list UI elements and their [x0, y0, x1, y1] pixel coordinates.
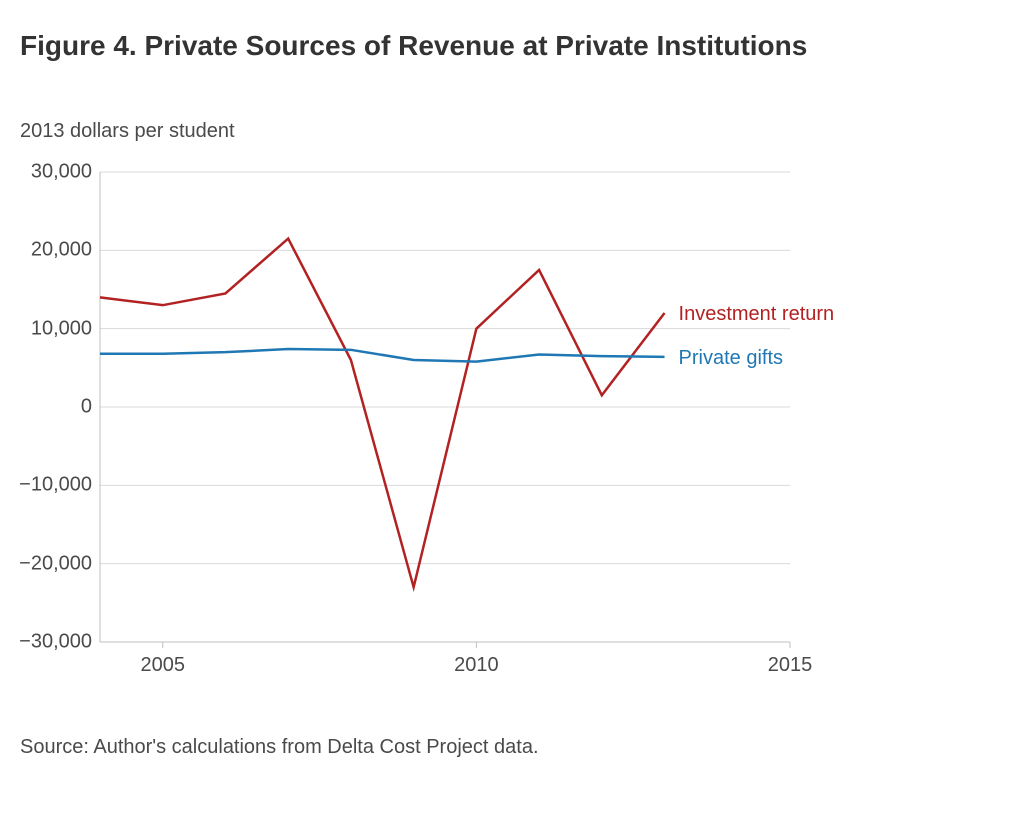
y-tick-label: 30,000 [31, 161, 92, 184]
y-tick-label: −20,000 [19, 552, 92, 575]
y-tick-label: 0 [81, 396, 92, 419]
x-tick-label: 2015 [768, 654, 813, 677]
legend-label: Investment return [679, 303, 835, 326]
x-tick-label: 2005 [140, 654, 185, 677]
y-tick-label: 10,000 [31, 317, 92, 340]
y-axis-caption: 2013 dollars per student [20, 120, 235, 143]
y-tick-label: 20,000 [31, 239, 92, 262]
x-tick-label: 2010 [454, 654, 499, 677]
y-tick-label: −10,000 [19, 474, 92, 497]
figure-source: Source: Author's calculations from Delta… [20, 736, 539, 759]
figure-title: Figure 4. Private Sources of Revenue at … [20, 30, 807, 62]
chart-plot [100, 172, 790, 642]
y-tick-label: −30,000 [19, 631, 92, 654]
legend-label: Private gifts [679, 347, 783, 370]
figure-container: Figure 4. Private Sources of Revenue at … [0, 0, 1024, 832]
